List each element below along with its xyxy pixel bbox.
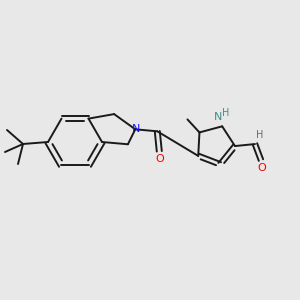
Text: N: N <box>132 124 140 134</box>
Text: N: N <box>214 112 222 122</box>
Text: H: H <box>256 130 264 140</box>
Text: O: O <box>155 154 164 164</box>
Text: O: O <box>258 163 266 173</box>
Text: H: H <box>223 108 230 118</box>
